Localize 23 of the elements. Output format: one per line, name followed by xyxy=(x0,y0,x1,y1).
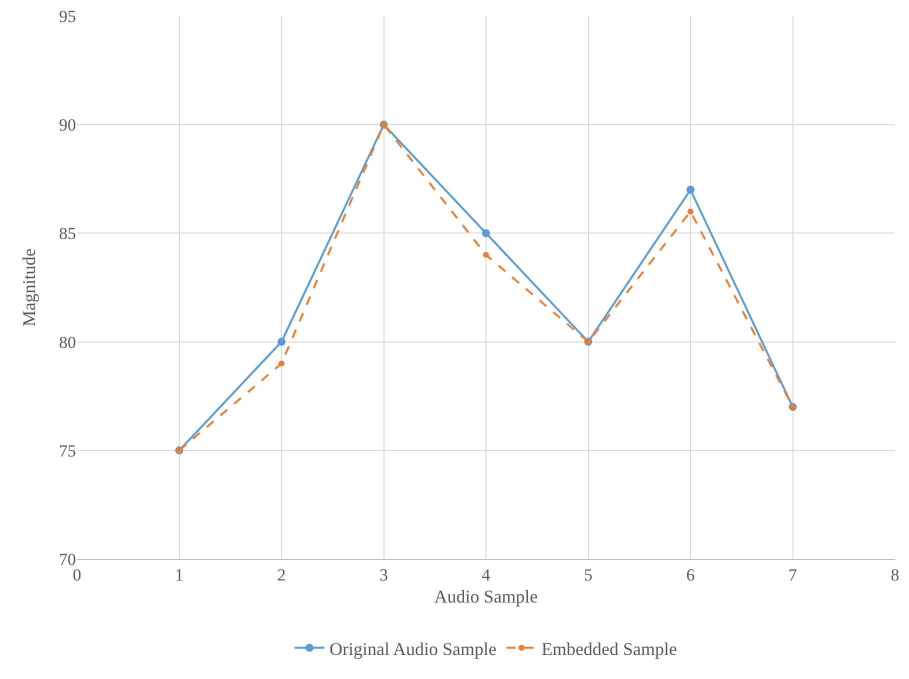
x-tick-label: 5 xyxy=(584,565,592,584)
x-tick-label: 7 xyxy=(788,565,798,584)
legend-label: Original Audio Sample xyxy=(330,638,496,659)
y-tick-label: 90 xyxy=(59,116,76,135)
y-tick-label: 95 xyxy=(59,6,76,26)
point xyxy=(686,186,694,194)
point xyxy=(688,208,694,214)
x-tick-label: 1 xyxy=(175,565,184,584)
legend-label: Embedded Sample xyxy=(541,638,677,659)
x-tick-label: 6 xyxy=(686,565,695,584)
y-tick-label: 85 xyxy=(59,224,76,244)
x-axis-title: Audio Sample xyxy=(434,586,538,606)
y-axis-title: Magnitude xyxy=(19,248,40,326)
y-tick-label: 80 xyxy=(59,332,76,352)
y-tick-label: 75 xyxy=(59,441,76,460)
point xyxy=(482,229,490,238)
point xyxy=(278,360,284,367)
x-tick-label: 8 xyxy=(890,565,900,584)
x-tick-label: 3 xyxy=(380,565,388,584)
point xyxy=(483,252,489,258)
x-tick-label: 2 xyxy=(277,565,286,584)
point xyxy=(278,338,286,346)
x-tick-label: 4 xyxy=(482,565,491,584)
